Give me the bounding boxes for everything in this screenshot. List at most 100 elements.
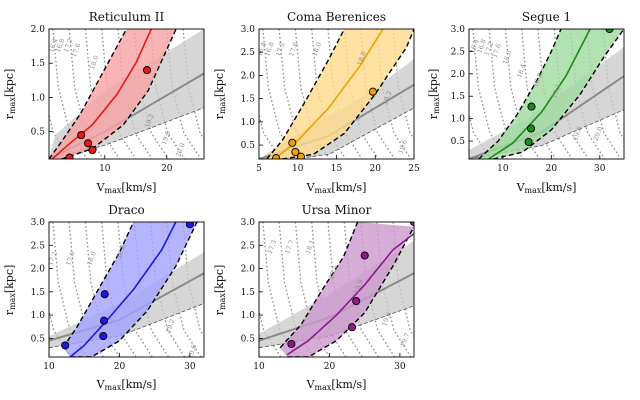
y-tick-label: 1.0 [241, 118, 256, 128]
y-tick-label: 0.5 [241, 334, 256, 344]
y-tick-label: 1.5 [31, 59, 46, 69]
panel-ursa-minor: Ursa Minor 17.3 17.7 18.118.518.919.319.71… [213, 203, 415, 392]
data-point [296, 152, 305, 159]
contour-line [262, 222, 298, 357]
x-tick-label: 10 [99, 164, 111, 174]
axes-frame [468, 28, 625, 160]
axes-frame [258, 221, 415, 358]
data-point [360, 251, 369, 260]
contour-line [537, 29, 573, 159]
contour-label: 20.0 [592, 125, 604, 141]
x-tick-label: 25 [408, 164, 420, 174]
x-axis-label: Vmax[km/s] [306, 378, 367, 392]
x-tick-label: 20 [370, 164, 382, 174]
contour-label: 17.2 [46, 250, 58, 266]
axes-frame [48, 28, 205, 160]
data-point [287, 339, 296, 349]
y-axis-label: rmax[kpc] [213, 265, 227, 316]
y-tick-label: 0.5 [241, 141, 256, 151]
contour-line [259, 112, 282, 159]
y-tick-label: 3.0 [241, 25, 256, 35]
median-line [51, 29, 153, 159]
band-upper-dashed-edge [62, 222, 135, 349]
data-point [142, 66, 152, 75]
y-axis-label: rmax[kpc] [3, 265, 17, 316]
contour-label: 18.4 [515, 63, 527, 79]
contour-label: 19.6 [186, 343, 198, 359]
contour-label: 17.3 [266, 239, 278, 255]
plot-area: 16.416.817.2 17.6 18.018.819.219.6 [255, 29, 414, 159]
contour-label: 16.4 [47, 37, 59, 53]
data-point [605, 29, 614, 34]
panel-draco: Draco 17.2 17.6 18.0 18.819.219.610 20 300.51… [3, 203, 205, 392]
data-point [99, 332, 108, 341]
band-upper-dashed-edge [266, 29, 345, 159]
y-axis-label: rmax[kpc] [3, 69, 17, 120]
contour-line [68, 222, 104, 357]
data-point [527, 102, 536, 111]
gray-band-lower-edge [290, 107, 414, 159]
contour-line [602, 29, 624, 141]
x-tick-label: 20 [324, 362, 336, 372]
y-tick-label: 0.5 [451, 137, 466, 147]
y-tick-label: 2.0 [451, 70, 466, 80]
y-tick-label: 1.5 [241, 95, 256, 105]
contour-label: 19.6 [160, 130, 172, 146]
x-tick-label: 20 [161, 164, 173, 174]
plot-area: 16.416.817.217.618.019.219.620.0 [47, 29, 204, 159]
y-axis-label: rmax[kpc] [427, 69, 441, 120]
data-point [100, 290, 109, 299]
data-point [352, 297, 361, 306]
x-tick-label: 20 [546, 164, 558, 174]
contour-line [101, 29, 137, 159]
y-tick-label: 1.5 [451, 92, 466, 102]
band-lower-dashed-edge [70, 222, 198, 357]
x-axis-label: Vmax[km/s] [96, 181, 157, 195]
contour-label: 16.4 [255, 41, 267, 57]
data-point [88, 146, 97, 155]
y-tick-label: 1.0 [31, 311, 46, 321]
median-line [286, 232, 414, 356]
x-tick-label: 5 [256, 164, 262, 174]
x-tick-label: 30 [184, 362, 196, 372]
y-axis-label: rmax[kpc] [213, 69, 227, 120]
contour-line [52, 222, 88, 357]
contour-label: 20.0 [174, 142, 186, 158]
x-tick-label: 30 [394, 362, 406, 372]
axes-frame [258, 28, 415, 160]
data-point [526, 124, 536, 133]
contour-label: 17.2 [274, 41, 286, 57]
data-point [347, 323, 357, 332]
panel-coma-berenices: Coma Berenices 16.416.817.2 17.6 18.018.81… [213, 10, 420, 195]
y-tick-label: 1.5 [31, 288, 46, 298]
y-tick-label: 1.5 [241, 288, 256, 298]
y-tick-label: 2.0 [31, 25, 46, 35]
contour-label: 19.7 [399, 332, 411, 348]
median-line [274, 29, 384, 159]
x-tick-label: 10 [253, 362, 265, 372]
y-tick-label: 0.5 [31, 128, 46, 138]
contour-label: 16.4 [468, 38, 480, 54]
data-point [84, 139, 93, 148]
contour-label: 17.7 [283, 239, 295, 255]
panel-title: Ursa Minor [302, 203, 372, 217]
contour-label: 18.0 [311, 41, 323, 57]
x-tick-label: 20 [114, 362, 126, 372]
y-tick-label: 0.5 [31, 334, 46, 344]
x-tick-label: 30 [594, 164, 606, 174]
plot-area: 17.2 17.6 18.0 18.819.219.6 [46, 222, 204, 359]
x-tick-label: 15 [331, 164, 343, 174]
y-tick-label: 2.5 [31, 241, 46, 251]
median-line [69, 222, 177, 357]
data-point [77, 131, 86, 140]
panel-reticulum-ii: Reticulum II 16.416.817.217.618.019.219.… [3, 10, 205, 195]
colored-band [49, 29, 177, 159]
colored-band [266, 29, 414, 159]
x-tick-label: 10 [292, 164, 304, 174]
median-line [487, 29, 591, 159]
contour-line [84, 29, 121, 159]
contour-line [521, 29, 557, 159]
panel-title: Draco [108, 203, 144, 217]
x-tick-label: 10 [497, 164, 509, 174]
band-upper-dashed-edge [279, 222, 359, 349]
